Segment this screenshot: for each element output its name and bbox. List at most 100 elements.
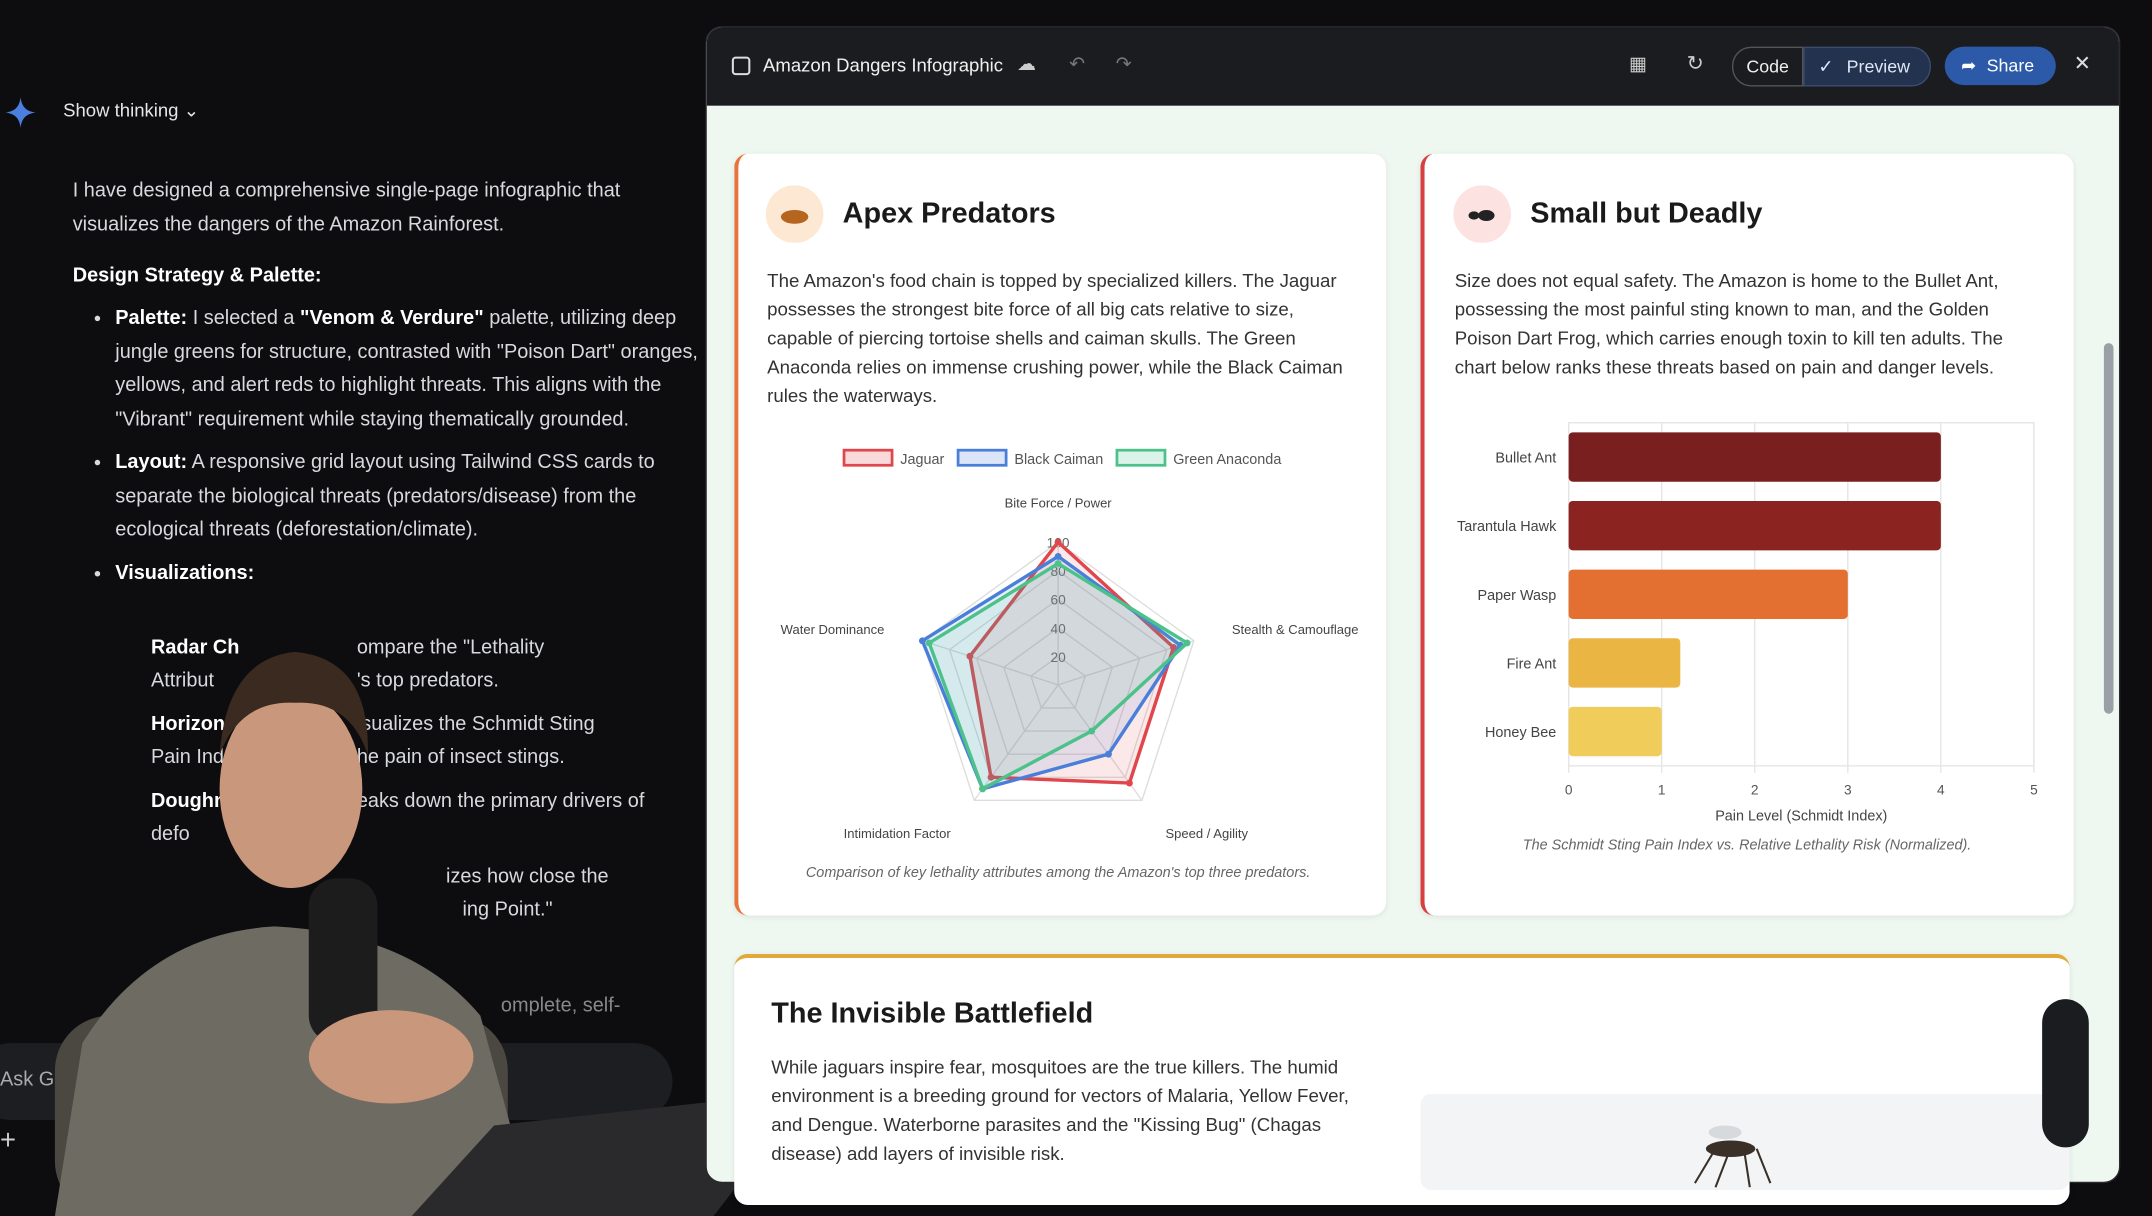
axis-label: Water Dominance (781, 622, 885, 637)
radar-point (966, 652, 974, 660)
fragment: izes how close the (446, 866, 609, 889)
presenter-video (54, 651, 810, 1216)
y-tick-label: Honey Bee (1485, 725, 1556, 741)
bar (1568, 500, 1941, 551)
legend-label: Jaguar (900, 452, 944, 468)
radar-area (920, 554, 1183, 791)
cloud-icon[interactable]: ☁ (1016, 52, 1037, 75)
text: I selected a (187, 307, 301, 330)
close[interactable]: ✕ (2073, 52, 2091, 76)
card-body: The Amazon's food chain is topped by spe… (767, 270, 1343, 407)
doc-icon (731, 56, 751, 76)
card-apex (734, 153, 1387, 916)
icon-ant (1453, 185, 1512, 243)
fragment: eaks down the primary drivers of (356, 790, 645, 813)
heading: Design Strategy & Palette: (72, 264, 322, 287)
toolbar: Amazon Dangers Infographic ☁ ↶ ↷ ▦ ↻ Cod… (706, 27, 2119, 106)
bar (1568, 638, 1681, 688)
add-button[interactable]: + (0, 1125, 17, 1156)
card-invisible (734, 953, 2070, 1206)
fragment: ing Point." (462, 898, 553, 921)
grid-ring (948, 569, 1168, 778)
x-tick-label: 5 (2030, 783, 2038, 798)
card-title: Apex Predators (842, 197, 1056, 230)
radar-point (1054, 560, 1062, 567)
y-tick-label: Paper Wasp (1478, 588, 1557, 604)
intro: I have designed a comprehensive single-p… (72, 179, 621, 236)
fragment: Doughnu (150, 790, 239, 813)
scrollbar[interactable] (2103, 343, 2114, 714)
bold: "Venom & Verdure" (300, 307, 484, 330)
share-button[interactable]: ➦ Share (1944, 46, 2056, 86)
axis-label: Stealth & Camouflage (1232, 622, 1359, 637)
legend-label: Green Anaconda (1173, 452, 1282, 468)
card-body: While jaguars inspire fear, mosquitoes a… (771, 1056, 1349, 1164)
fragment: isualizes the Schmidt Sting (356, 713, 595, 736)
bold: Visualizations: (115, 562, 255, 584)
radar-point (918, 637, 926, 645)
preview-button[interactable]: ✓ Preview (1803, 46, 1931, 87)
card-title: Small but Deadly (1530, 197, 1763, 230)
code-button[interactable]: Code (1731, 46, 1804, 87)
x-tick-label: 3 (1844, 783, 1852, 798)
fragment: 's top predators. (356, 669, 499, 692)
gemini-icon (5, 97, 36, 128)
bar (1568, 706, 1662, 757)
grid-ring (921, 541, 1195, 802)
bullet: Palette: I selected a "Venom & Verdure" … (115, 302, 705, 437)
icon-jaguar (765, 185, 824, 243)
legend-swatch (842, 448, 894, 467)
radar-point (1125, 779, 1133, 787)
bar (1568, 569, 1848, 619)
legend-swatch (1115, 448, 1167, 467)
show-thinking-label[interactable]: Show thinking (63, 100, 179, 121)
undo[interactable]: ↶ (1069, 52, 1086, 75)
y-tick-label: Fire Ant (1507, 656, 1557, 672)
share-label[interactable]: Share (1986, 54, 2035, 76)
fragment: he pain of insect stings. (356, 746, 565, 769)
radar-point (979, 785, 987, 793)
bullet: Layout: A responsive grid layout using T… (115, 446, 705, 547)
input-placeholder[interactable]: Ask Ge (0, 1069, 66, 1092)
redo[interactable]: ↷ (1115, 52, 1132, 75)
bullets: Palette: I selected a "Venom & Verdure" … (41, 285, 705, 590)
x-tick-label: 0 (1565, 783, 1573, 798)
radar-point (1088, 727, 1096, 735)
preview-label[interactable]: Preview (1846, 56, 1911, 77)
fragment: defo (150, 823, 190, 846)
axis-label: Intimidation Factor (844, 826, 952, 841)
x-tick-label: 1 (1658, 783, 1666, 798)
fragment: ompare the "Lethality (356, 636, 545, 659)
grid-ring (1003, 626, 1114, 732)
radar-point (1105, 750, 1112, 758)
show-thinking[interactable]: Show thinking ⌄ (63, 100, 200, 121)
radar-point (925, 639, 933, 647)
y-tick-label: Bullet Ant (1495, 451, 1556, 467)
fragment: Attribut (150, 669, 215, 692)
x-axis-title: Pain Level (Schmidt Index) (1715, 809, 1887, 825)
bold: Layout: (115, 451, 188, 474)
floating-tools[interactable] (2042, 999, 2089, 1148)
fragment: omplete, self- (500, 995, 621, 1018)
bold: Palette: (115, 307, 188, 330)
fragment: Pain Inde (150, 746, 236, 769)
legend-swatch (956, 448, 1008, 467)
mosquito-image (1420, 1093, 2070, 1190)
fragment: Horizon (150, 713, 226, 736)
spoke (922, 640, 1059, 686)
radar-point (1054, 552, 1062, 560)
radar-point (1183, 639, 1191, 647)
refresh[interactable]: ↻ (1686, 52, 1704, 76)
legend-label: Black Caiman (1014, 452, 1103, 468)
radar-point (987, 773, 995, 781)
radar-area (927, 561, 1190, 792)
console-icon[interactable]: ▦ (1629, 52, 1648, 75)
axis-label: Bite Force / Power (1005, 496, 1113, 511)
chart-caption: Comparison of key lethality attributes a… (805, 864, 1311, 882)
card-title: The Invisible Battlefield (771, 997, 1094, 1030)
x-tick-label: 2 (1751, 783, 1759, 798)
text: palette, utilizing deep jungle greens fo… (115, 307, 698, 431)
